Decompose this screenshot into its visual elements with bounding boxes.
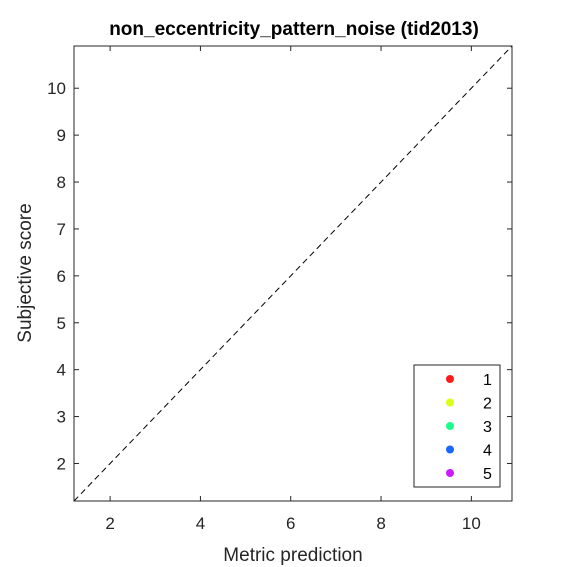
y-tick-label: 4 [57, 361, 66, 380]
x-tick-label: 10 [462, 514, 481, 533]
y-tick-label: 3 [57, 408, 66, 427]
y-tick-label: 2 [57, 454, 66, 473]
legend-marker [446, 445, 454, 454]
legend-marker [446, 469, 454, 477]
y-axis-label: Subjective score [15, 203, 36, 342]
legend-marker [446, 375, 454, 383]
legend-marker [446, 422, 454, 430]
legend-marker [446, 398, 454, 407]
x-tick-label: 6 [286, 514, 295, 533]
x-tick-label: 4 [196, 514, 205, 533]
legend-label: 3 [483, 419, 492, 436]
legend-items: 1 2 3 4 5 [446, 372, 492, 483]
plot-frame [73, 45, 513, 502]
legend-label: 4 [483, 443, 492, 460]
x-tick-labels: 2 4 6 8 10 [105, 514, 480, 533]
reference-diagonal-line [73, 45, 513, 502]
y-tick-labels: 2 3 4 5 6 7 8 9 10 [47, 79, 66, 473]
y-tick-label: 10 [47, 79, 66, 98]
x-axis-label: Metric prediction [223, 545, 362, 566]
x-tick-label: 8 [376, 514, 385, 533]
legend: 1 2 3 4 5 [413, 364, 501, 488]
y-tick-label: 5 [57, 314, 66, 333]
y-tick-label: 7 [57, 220, 66, 239]
legend-label: 5 [483, 466, 492, 483]
legend-label: 1 [483, 372, 492, 389]
x-tick-label: 2 [105, 514, 114, 533]
y-tick-label: 6 [57, 267, 66, 286]
legend-box [413, 364, 501, 488]
chart-title: non_eccentricity_pattern_noise (tid2013) [109, 19, 479, 40]
tick-marks [74, 46, 512, 501]
y-tick-label: 9 [57, 126, 66, 145]
y-tick-label: 8 [57, 173, 66, 192]
legend-label: 2 [483, 396, 492, 413]
